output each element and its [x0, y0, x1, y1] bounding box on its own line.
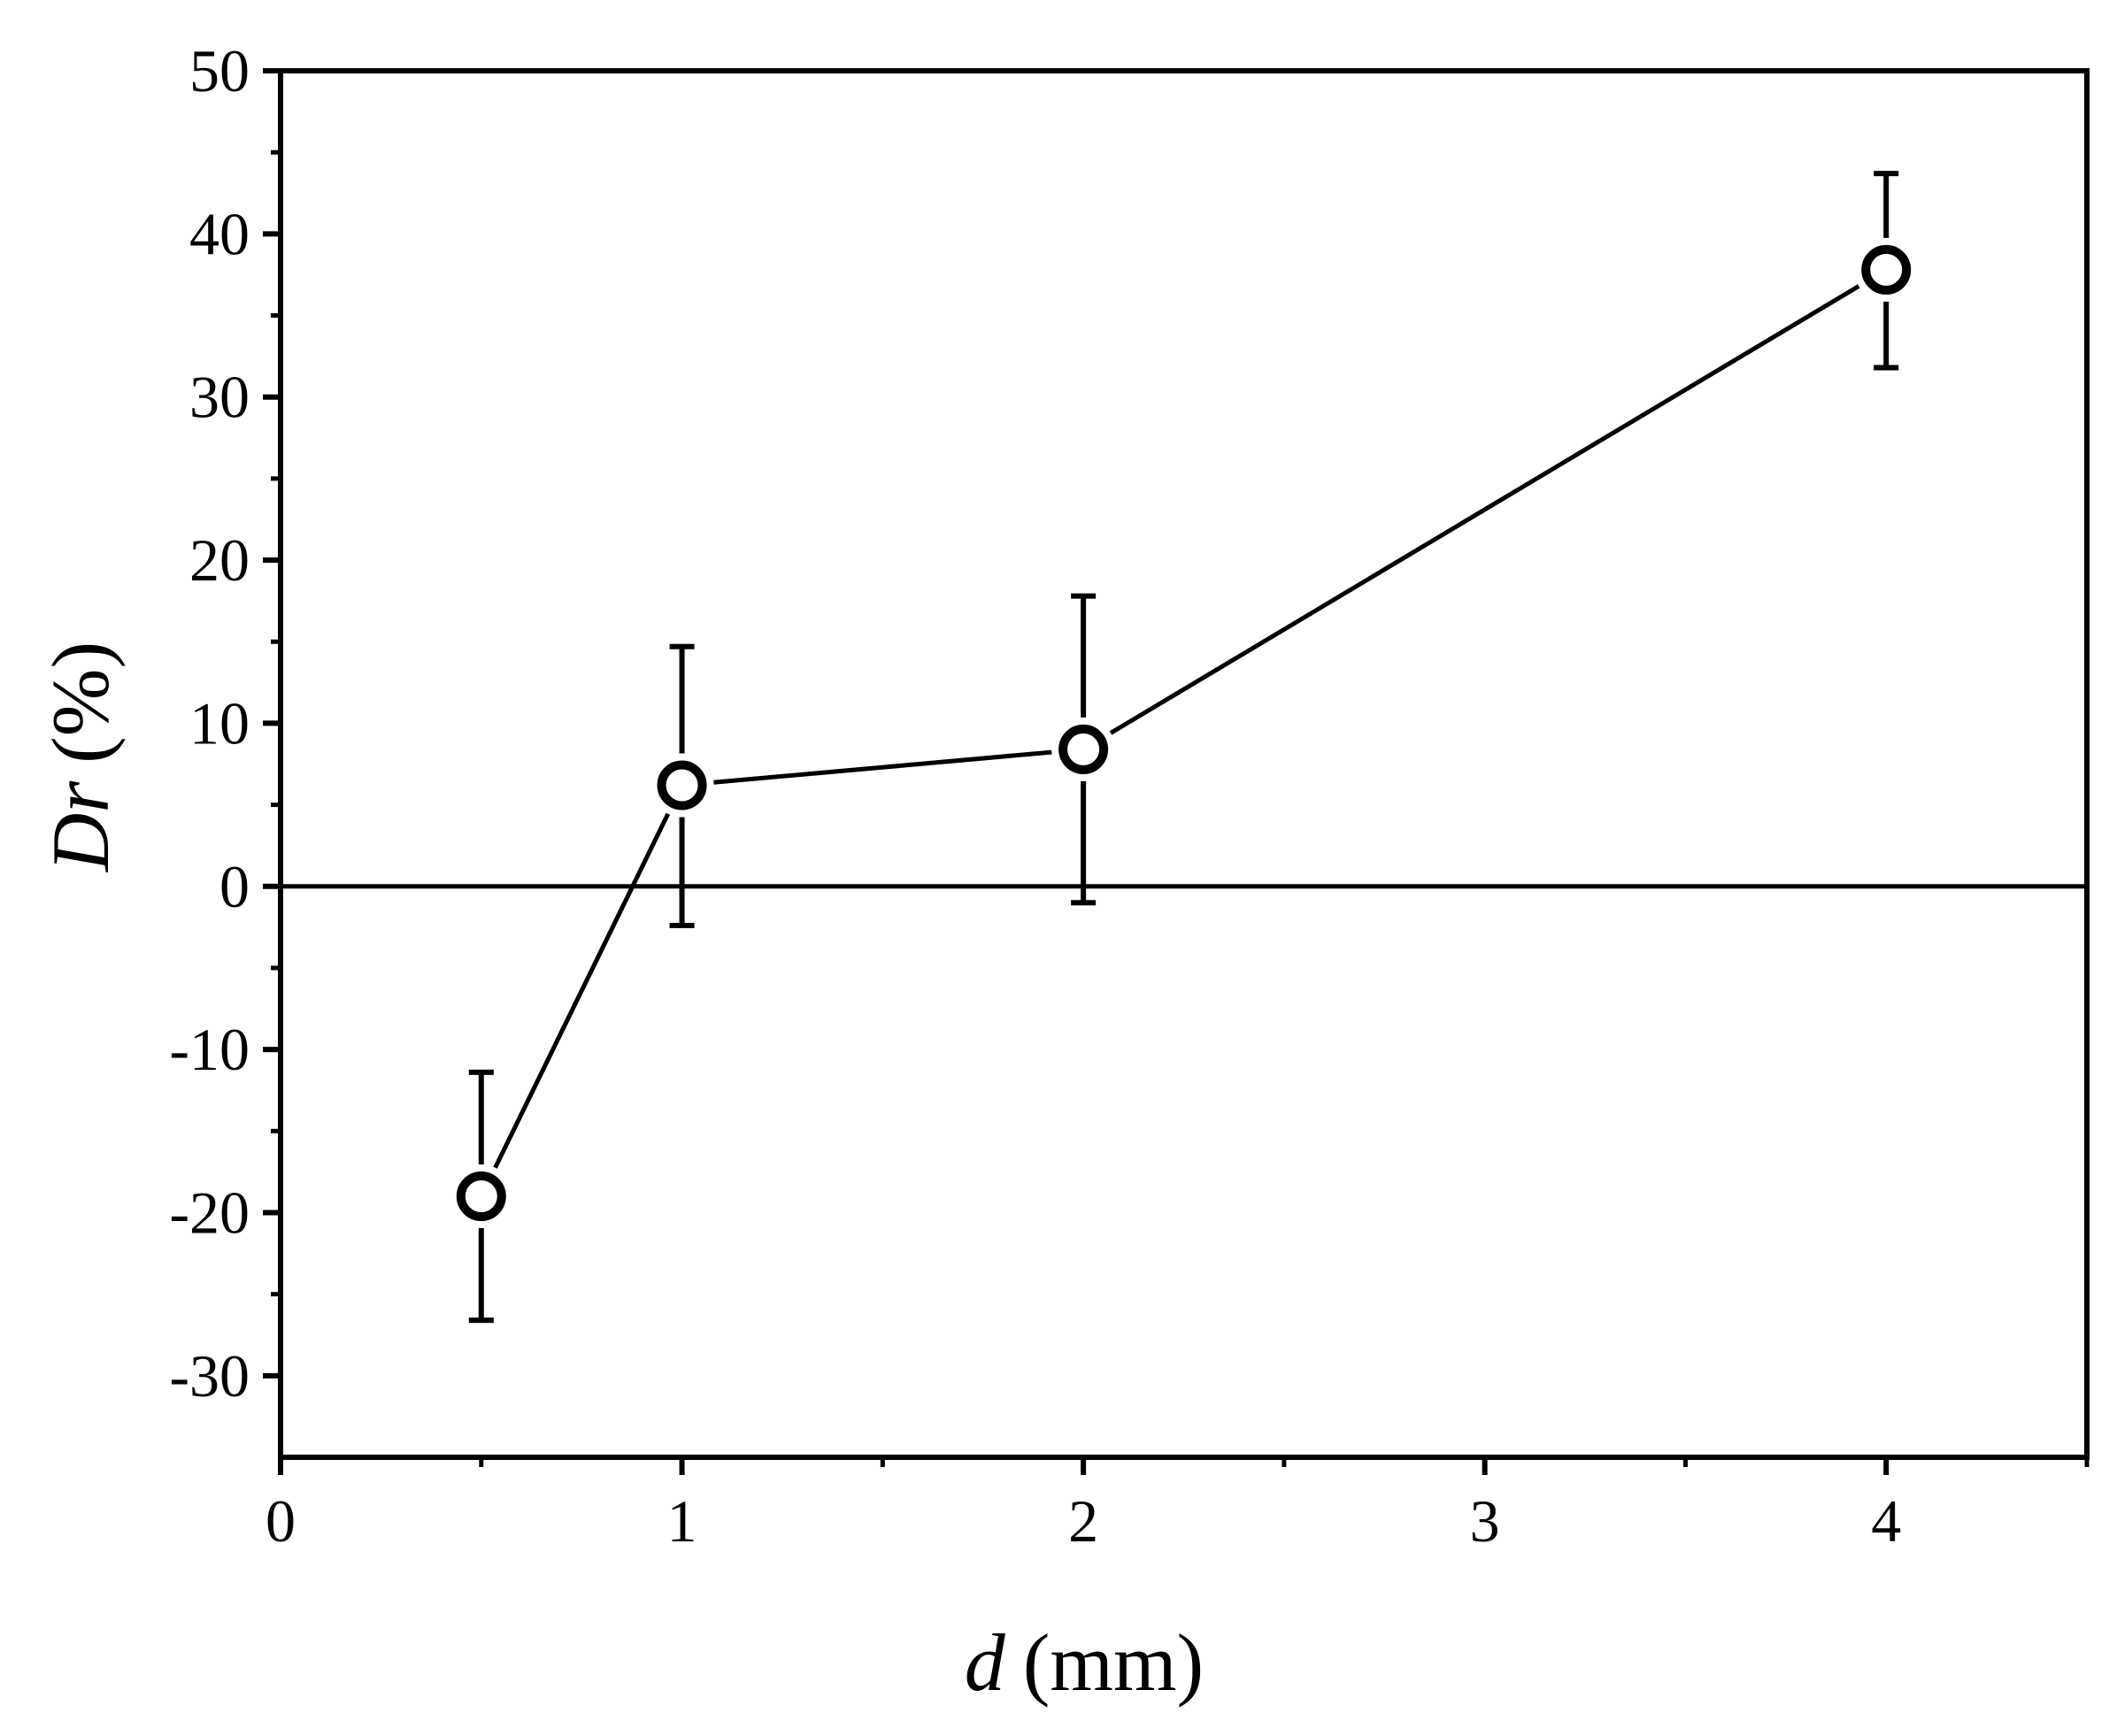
y-tick-label: -10 — [169, 1016, 250, 1083]
plot-frame — [278, 68, 2090, 1460]
y-tick-label: 40 — [189, 200, 250, 267]
data-point-marker — [1058, 724, 1109, 774]
x-tick-label: 0 — [266, 1487, 296, 1555]
y-axis-unit: (%) — [35, 641, 126, 764]
y-tick-label: 50 — [189, 37, 250, 104]
x-tick-label: 2 — [1068, 1487, 1098, 1555]
series-line-segment — [713, 749, 1052, 785]
data-point-marker — [456, 1171, 506, 1222]
y-tick-label: 20 — [189, 526, 250, 594]
y-tick-label: 0 — [219, 853, 250, 920]
y-tick-label: -20 — [169, 1179, 250, 1246]
series-line-segment — [493, 812, 671, 1169]
x-tick-label: 3 — [1470, 1487, 1500, 1555]
y-tick-label: -30 — [169, 1342, 250, 1410]
x-tick-label: 1 — [667, 1487, 697, 1555]
series-line-segment — [1109, 284, 1860, 735]
y-axis-symbol: Dr — [35, 780, 126, 873]
x-axis-title: d (mm) — [965, 1617, 1204, 1708]
x-axis-unit: (mm) — [1023, 1617, 1204, 1708]
data-point-marker — [1861, 244, 1912, 295]
y-tick-label: 10 — [189, 689, 250, 757]
data-point-marker — [657, 760, 707, 810]
y-axis-title: Dr (%) — [35, 641, 126, 873]
x-tick-label: 4 — [1871, 1487, 1901, 1555]
y-tick-label: 30 — [189, 364, 250, 431]
x-axis-symbol: d — [965, 1617, 1006, 1708]
